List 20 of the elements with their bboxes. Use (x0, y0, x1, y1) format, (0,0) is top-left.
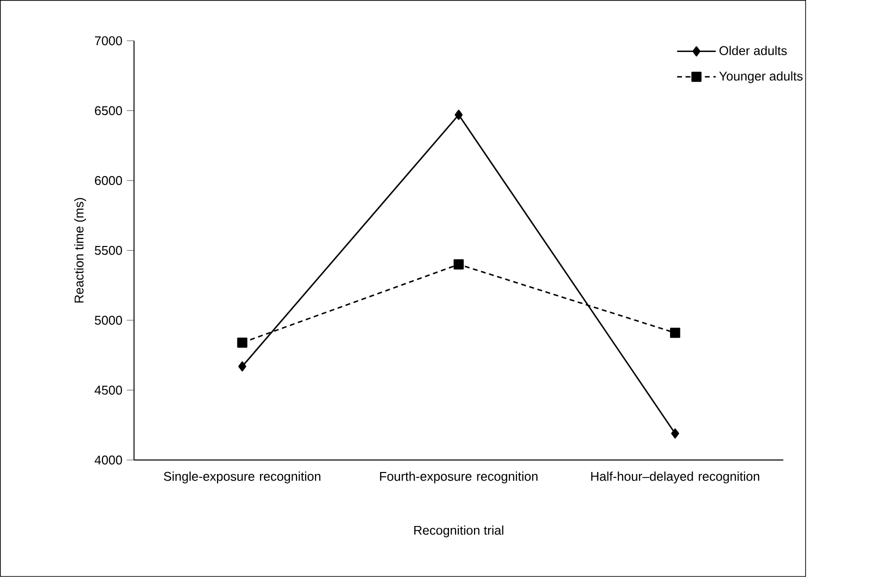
point (671, 428, 680, 439)
y-tick-label: 5000 (94, 316, 122, 325)
y-tick-label: 6000 (94, 176, 122, 186)
point (237, 338, 248, 348)
point (454, 110, 463, 120)
legend-label: Younger adults (719, 71, 803, 84)
y-axis-title: Reaction time (ms) (74, 198, 86, 303)
point (454, 259, 464, 270)
y-tick-label: 5500 (94, 246, 122, 255)
y-tick-label: 6500 (94, 106, 122, 116)
point (238, 361, 246, 372)
x-tick-label: Fourth-exposure recognition (380, 472, 538, 484)
legend-label: Older adults (720, 46, 787, 56)
y-tick-label: 7000 (94, 36, 122, 46)
y-tick-label: 4000 (94, 456, 122, 465)
x-tick-label: Single-exposure recognition (164, 472, 320, 484)
y-tick-label: 4500 (94, 386, 122, 395)
x-axis-title: Recognition trial (414, 526, 504, 538)
x-tick-label: Half-hour–delayed recognition (591, 472, 760, 484)
point (670, 328, 680, 338)
